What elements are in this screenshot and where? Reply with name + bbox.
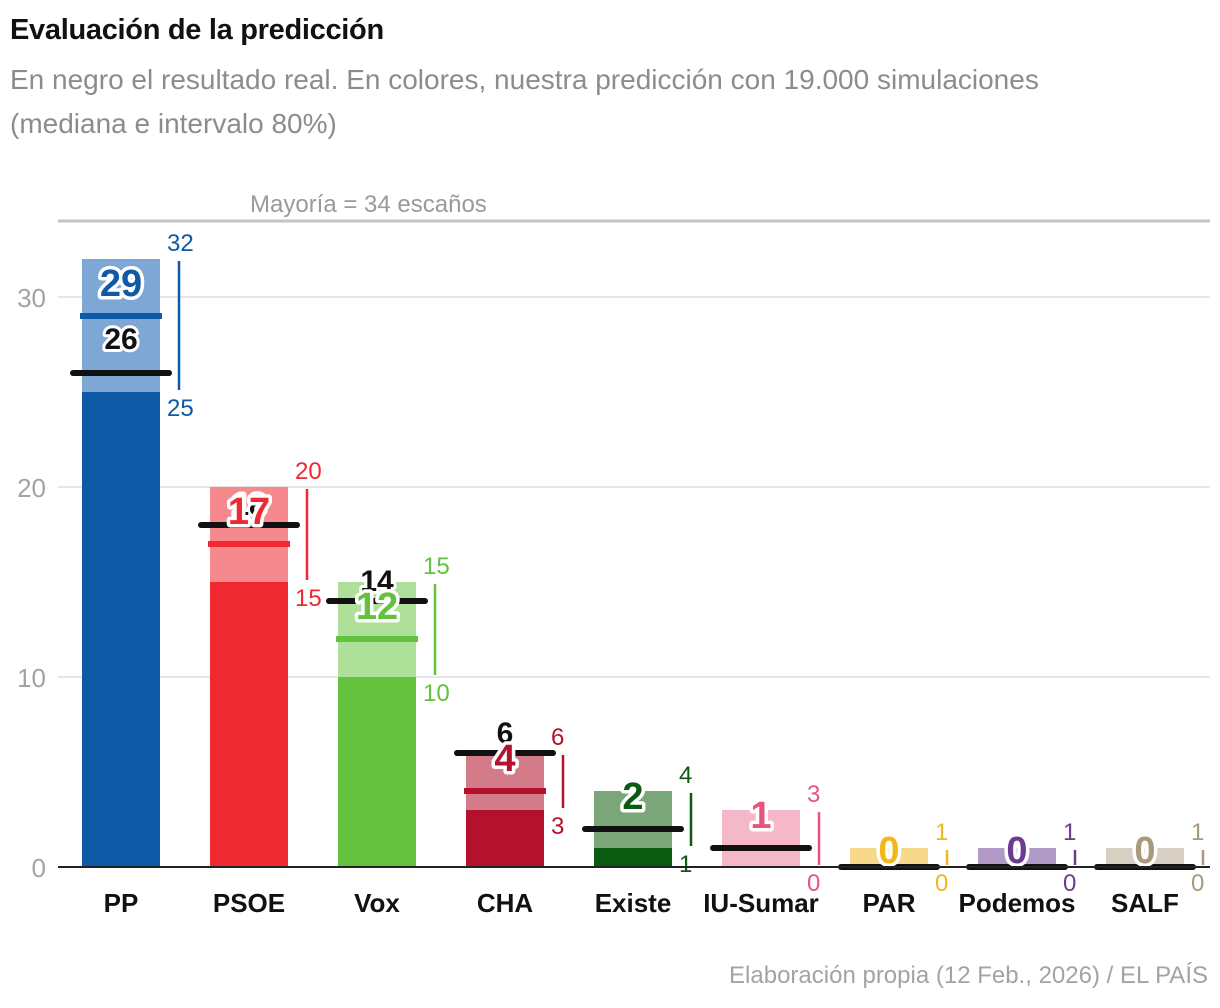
party-group-iu-sumar: 3 0 1 IU-Sumar xyxy=(703,781,820,918)
range-min-label: 0 xyxy=(807,870,820,897)
prediction-value-label: 17 xyxy=(228,491,270,533)
actual-value-label: 26 xyxy=(104,323,137,356)
bar-interval xyxy=(210,487,288,582)
bar-interval xyxy=(594,791,672,848)
prediction-value-label: 0 xyxy=(878,830,899,872)
y-tick-label: 20 xyxy=(17,473,46,503)
bar-minimum xyxy=(594,848,672,867)
x-tick-label: PP xyxy=(104,888,139,918)
range-min-label: 0 xyxy=(1191,870,1204,897)
bar-interval xyxy=(82,259,160,392)
prediction-value-label: 0 xyxy=(1134,830,1155,872)
prediction-value-label: 12 xyxy=(356,586,398,628)
bar-interval xyxy=(466,753,544,810)
range-max-label: 3 xyxy=(807,781,820,808)
range-max-label: 20 xyxy=(295,458,322,485)
prediction-value-label: 4 xyxy=(494,738,515,780)
prediction-value-label: 2 xyxy=(622,776,643,818)
x-tick-label: SALF xyxy=(1111,888,1179,918)
range-max-label: 1 xyxy=(1063,819,1076,846)
actual-value-label: 14 xyxy=(360,565,394,598)
bar-interval xyxy=(978,848,1056,867)
actual-value-label: 6 xyxy=(497,717,514,750)
range-max-label: 1 xyxy=(1191,819,1204,846)
range-min-label: 1 xyxy=(679,851,692,878)
bar-minimum xyxy=(338,677,416,867)
range-min-label: 3 xyxy=(551,813,564,840)
x-tick-label: IU-Sumar xyxy=(703,888,819,918)
range-min-label: 10 xyxy=(423,680,450,707)
y-tick-label: 10 xyxy=(17,663,46,693)
bar-minimum xyxy=(466,810,544,867)
range-min-label: 15 xyxy=(295,585,322,612)
x-tick-label: PSOE xyxy=(213,888,285,918)
actual-value-label: 18 xyxy=(232,489,265,522)
bar-minimum xyxy=(210,582,288,867)
range-max-label: 1 xyxy=(935,819,948,846)
range-max-label: 15 xyxy=(423,553,450,580)
y-tick-label: 30 xyxy=(17,283,46,313)
x-tick-label: Existe xyxy=(595,888,672,918)
prediction-value-label: 0 xyxy=(1006,830,1027,872)
party-group-pp: 32 25 26 29 PP xyxy=(70,230,194,918)
range-min-label: 0 xyxy=(1063,870,1076,897)
x-tick-label: PAR xyxy=(863,888,916,918)
bar-interval xyxy=(338,582,416,677)
bar-interval xyxy=(722,810,800,867)
bar-interval xyxy=(850,848,928,867)
party-group-par: 1 0 0 PAR xyxy=(838,819,948,918)
range-min-label: 0 xyxy=(935,870,948,897)
chart-title: Evaluación de la predicción xyxy=(10,14,384,46)
y-tick-label: 0 xyxy=(32,853,46,883)
party-group-salf: 1 0 0 SALF xyxy=(1094,819,1204,918)
range-max-label: 4 xyxy=(679,762,692,789)
range-min-label: 25 xyxy=(167,395,194,422)
chart-subtitle: En negro el resultado real. En colores, … xyxy=(10,64,1039,139)
bar-minimum xyxy=(82,392,160,867)
x-tick-label: Podemos xyxy=(958,888,1075,918)
bar-interval xyxy=(1106,848,1184,867)
range-max-label: 32 xyxy=(167,230,194,257)
party-group-existe: 4 1 2 Existe xyxy=(582,762,692,918)
prediction-value-label: 29 xyxy=(100,263,142,305)
majority-label: Mayoría = 34 escaños xyxy=(250,191,487,218)
x-tick-label: Vox xyxy=(354,888,400,918)
prediction-value-label: 1 xyxy=(750,795,771,837)
range-max-label: 6 xyxy=(551,724,564,751)
source-note: Elaboración propia (12 Feb., 2026) / EL … xyxy=(729,962,1208,989)
x-tick-label: CHA xyxy=(477,888,534,918)
